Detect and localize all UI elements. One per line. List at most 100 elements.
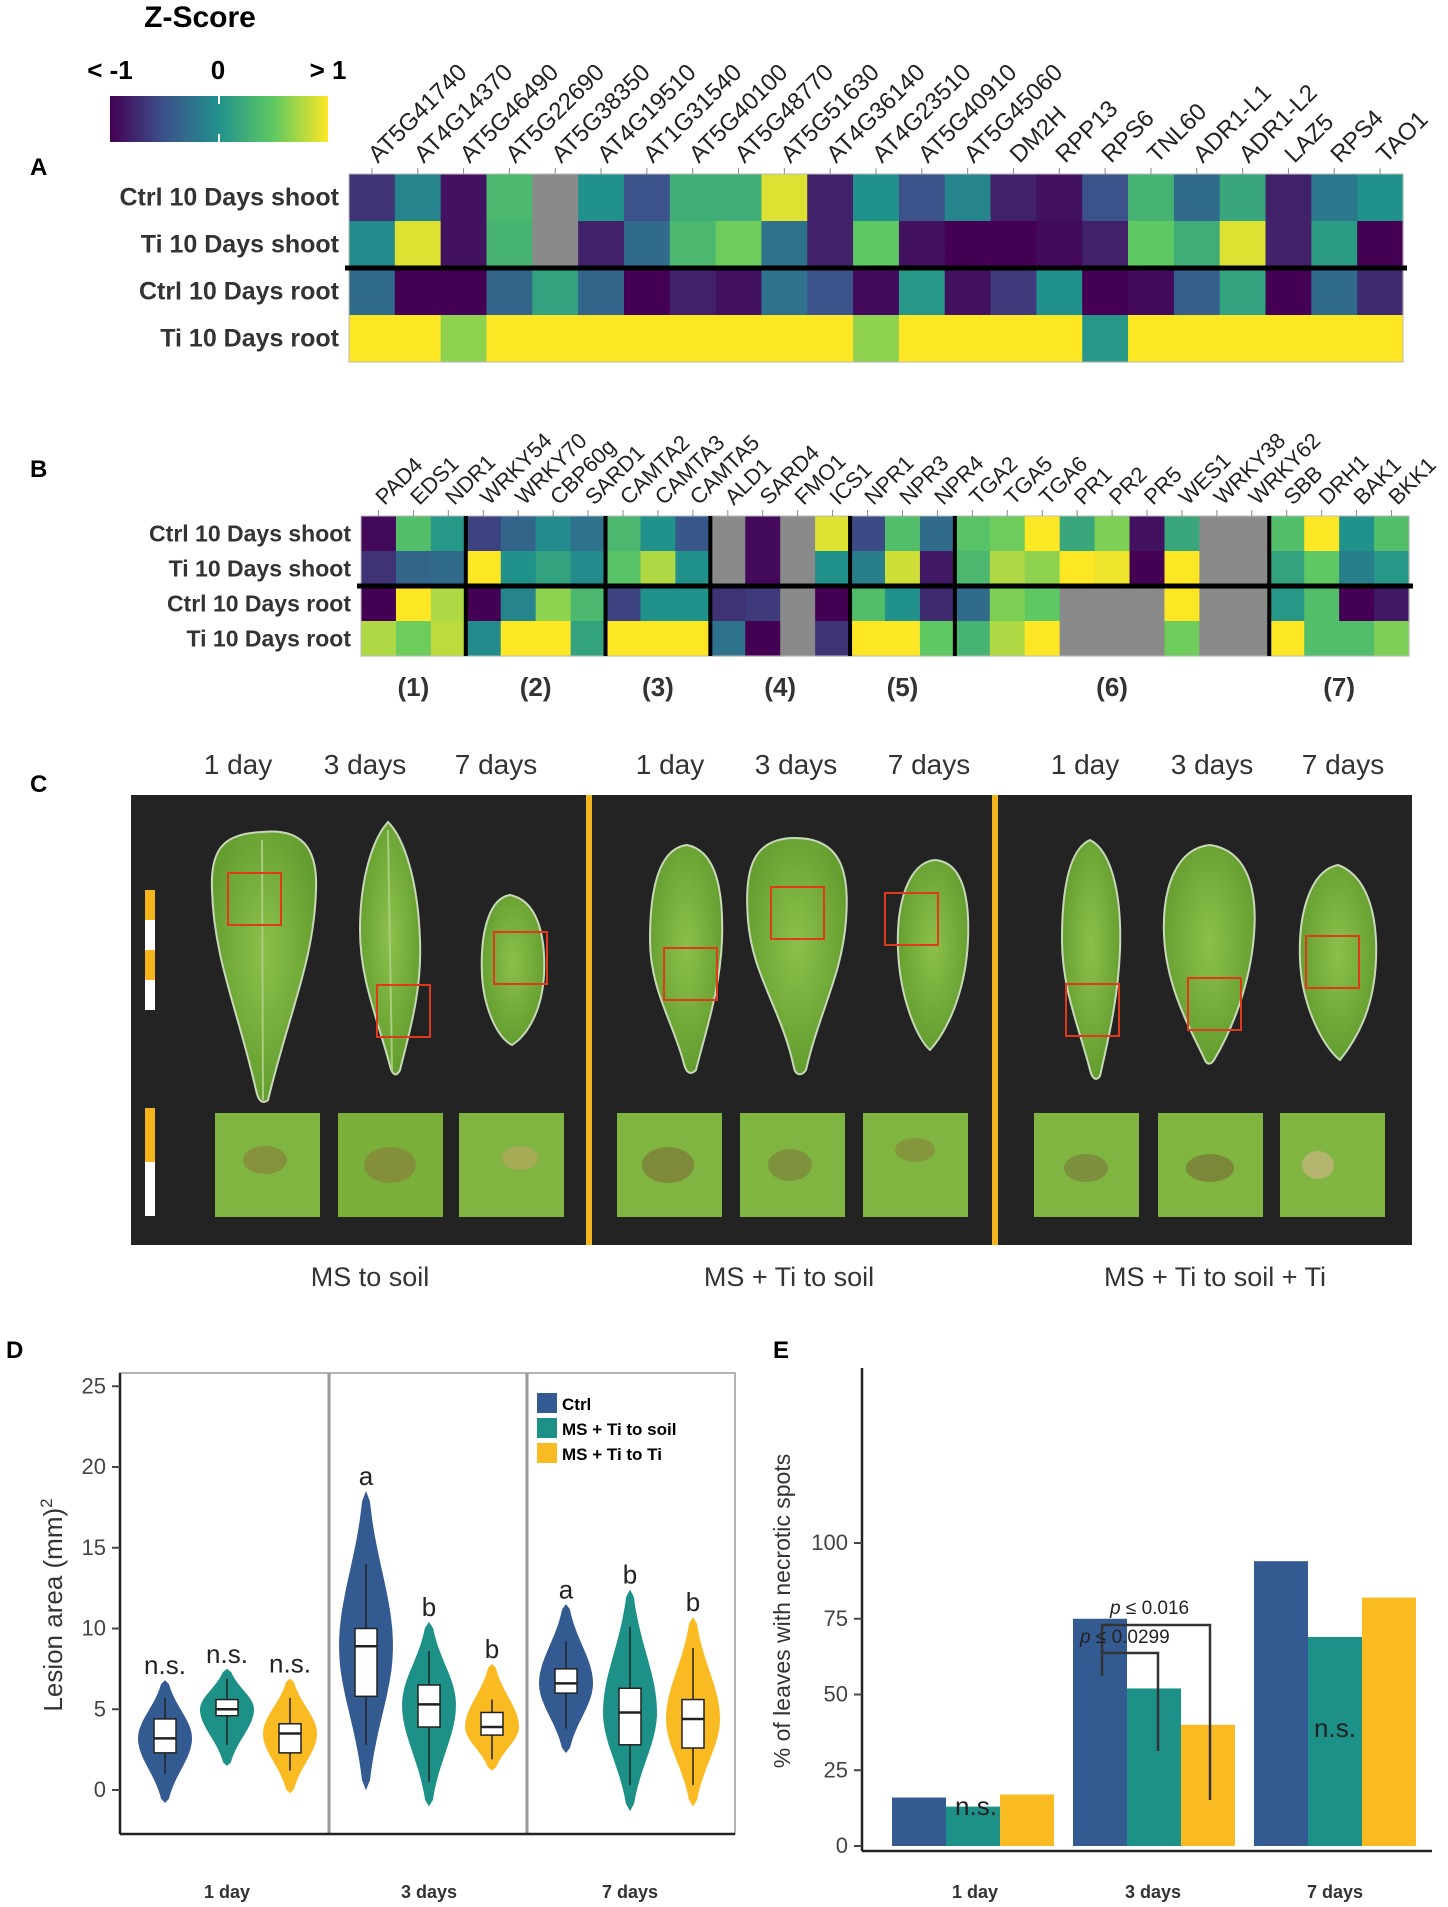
legend-label-ctrl: Ctrl bbox=[562, 1395, 591, 1414]
panel-label-e: E bbox=[773, 1337, 789, 1364]
significance-label: a bbox=[359, 1461, 374, 1491]
heatmap-cell bbox=[605, 621, 642, 657]
heatmap-cell bbox=[815, 586, 851, 622]
timepoint-7days-group1: 7 days bbox=[455, 749, 538, 780]
heatmap-cell bbox=[430, 516, 467, 552]
significance-label: n.s. bbox=[144, 1650, 186, 1680]
bar-ms-ti-to-ti-3-days bbox=[1181, 1724, 1235, 1846]
zscore-title: Z-Score bbox=[144, 1, 256, 34]
heatmap-cell bbox=[640, 516, 676, 552]
heatmap-cell bbox=[1059, 516, 1096, 552]
heatmap-cell bbox=[570, 551, 607, 587]
leaf-image bbox=[1298, 863, 1378, 1062]
legend-label-ms-ti-soil: MS + Ti to soil bbox=[562, 1420, 676, 1439]
heatmap-cell bbox=[1374, 516, 1410, 552]
bar-ms-ti-to-soil-3-days bbox=[1127, 1688, 1181, 1846]
heatmap-cell bbox=[675, 586, 711, 622]
heatmap-cell bbox=[761, 315, 808, 363]
heatmap-cell bbox=[361, 551, 397, 587]
heatmap-cell bbox=[535, 516, 572, 552]
heatmap-cell bbox=[885, 516, 921, 552]
heatmap-cell bbox=[532, 221, 579, 269]
panel-label-c: C bbox=[30, 771, 47, 798]
heatmap-cell bbox=[1173, 268, 1221, 316]
legend-swatch-ms-ti-soil bbox=[537, 1418, 557, 1438]
row-label: Ti 10 Days root bbox=[187, 626, 352, 652]
heatmap-cell bbox=[885, 551, 921, 587]
panel-d-violin-chart: 0 5 10 15 20 25 n.s. a a n.s. b b n.s. b b Lesion are… bbox=[37, 1372, 736, 1902]
heatmap-cell bbox=[815, 551, 851, 587]
heatmap-cell bbox=[605, 586, 642, 622]
heatmap-cell bbox=[486, 268, 533, 316]
heatmap-cell bbox=[623, 221, 671, 269]
heatmap-cell bbox=[1128, 221, 1175, 269]
heatmap-cell bbox=[1164, 551, 1200, 587]
heatmap-cell bbox=[1129, 516, 1166, 552]
heatmap-cell bbox=[440, 221, 488, 269]
heatmap-cell bbox=[780, 621, 816, 657]
x-category-7days-e: 7 days bbox=[1307, 1882, 1363, 1902]
y-axis-title-e: % of leaves with necrotic spots bbox=[769, 1454, 795, 1768]
heatmap-cell bbox=[853, 174, 900, 222]
heatmap-cell bbox=[430, 586, 467, 622]
lesion-box bbox=[1065, 983, 1120, 1037]
condition-ms-to-soil: MS to soil bbox=[311, 1262, 430, 1292]
panel-label-a: A bbox=[30, 154, 47, 181]
leaf-image bbox=[358, 820, 422, 1076]
heatmap-cell bbox=[1265, 315, 1312, 363]
lesion-box bbox=[376, 984, 431, 1038]
significance-label: b bbox=[485, 1634, 499, 1664]
y-axis-d: 0 5 10 15 20 25 bbox=[82, 1373, 120, 1802]
scale-bar bbox=[145, 890, 155, 920]
timepoint-3days-group3: 3 days bbox=[1171, 749, 1254, 780]
heatmap-cell bbox=[605, 516, 642, 552]
heatmap-cell bbox=[440, 315, 488, 363]
heatmap-cell bbox=[745, 516, 781, 552]
y-tick-label: 100 bbox=[811, 1530, 848, 1555]
heatmap-cell bbox=[1094, 621, 1131, 657]
heatmap-cell bbox=[1219, 315, 1267, 363]
heatmap-cell bbox=[532, 268, 579, 316]
heatmap-cell bbox=[361, 516, 397, 552]
heatmap-cell bbox=[394, 174, 442, 222]
heatmap-cell bbox=[1128, 315, 1175, 363]
heatmap-cell bbox=[990, 221, 1037, 269]
heatmap-cell bbox=[640, 621, 676, 657]
zoom-crop bbox=[863, 1113, 968, 1217]
gene-group-label: (5) bbox=[887, 672, 919, 702]
heatmap-cell bbox=[853, 268, 900, 316]
row-label: Ctrl 10 Days shoot bbox=[149, 521, 351, 547]
heatmap-cell bbox=[623, 268, 671, 316]
heatmap-cell bbox=[1094, 516, 1131, 552]
heatmap-cell bbox=[780, 551, 816, 587]
y-tick-label: 15 bbox=[82, 1535, 106, 1560]
heatmap-cell bbox=[710, 621, 746, 657]
row-label: Ti 10 Days shoot bbox=[141, 231, 340, 259]
heatmap-cell bbox=[1339, 516, 1375, 552]
heatmap-cell bbox=[349, 268, 396, 316]
heatmap-cell bbox=[761, 221, 808, 269]
timepoint-3days-group1: 3 days bbox=[324, 749, 407, 780]
zoom-crops bbox=[215, 1113, 1385, 1217]
bar-ctrl-1-day bbox=[892, 1797, 946, 1846]
heatmap-cell bbox=[1219, 174, 1267, 222]
heatmap-cell bbox=[1311, 221, 1358, 269]
heatmap-cell bbox=[850, 551, 886, 587]
leaf-image bbox=[210, 830, 318, 1103]
heatmap-cell bbox=[1024, 551, 1061, 587]
heatmap-cell bbox=[1357, 315, 1404, 363]
scale-bar bbox=[145, 1108, 155, 1162]
heatmap-cell bbox=[1164, 586, 1200, 622]
y-tick-label: 0 bbox=[836, 1833, 848, 1858]
box bbox=[681, 1698, 705, 1749]
y-tick-label: 20 bbox=[82, 1454, 106, 1479]
group-divider bbox=[992, 795, 998, 1245]
y-tick-label: 25 bbox=[82, 1373, 106, 1398]
lesion-box bbox=[1187, 977, 1242, 1031]
p-value-016: p ≤ 0.016 bbox=[1109, 1598, 1189, 1619]
significance-label: b bbox=[686, 1587, 700, 1617]
heatmap-cell bbox=[715, 221, 763, 269]
y-tick-label: 10 bbox=[82, 1616, 106, 1641]
timepoint-1day-group1: 1 day bbox=[204, 749, 273, 780]
